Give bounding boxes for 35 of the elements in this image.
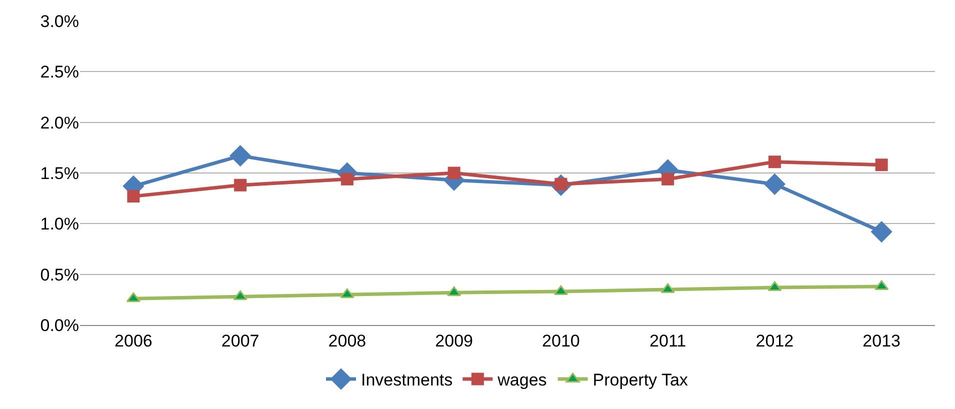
x-tick-label: 2010: [542, 331, 580, 350]
x-tick-label: 2008: [328, 331, 366, 350]
point: [768, 156, 781, 168]
point: [875, 158, 888, 172]
y-tick-label: 3.0%: [40, 12, 79, 31]
x-tick-label: 2006: [114, 331, 152, 350]
legend-label: Property Tax: [592, 370, 688, 390]
point: [662, 172, 674, 186]
y-tick-label: 1.0%: [40, 214, 79, 234]
point: [446, 286, 462, 296]
point: [230, 145, 251, 166]
x-tick-label: 2007: [221, 331, 260, 350]
point: [448, 166, 460, 180]
legend-label: Investments: [361, 370, 453, 390]
legend-label: wages: [496, 370, 547, 390]
point: [660, 283, 675, 294]
y-tick-label: 1.5%: [40, 164, 79, 183]
x-tick-label: 2009: [435, 331, 473, 350]
y-tick-label: 2.5%: [40, 62, 79, 82]
point: [554, 285, 568, 296]
point: [126, 292, 141, 302]
x-tick-label: 2013: [862, 331, 900, 350]
point: [768, 281, 782, 292]
x-tick-label: 2012: [756, 331, 794, 350]
point: [871, 221, 892, 242]
x-tick-label: 2011: [650, 331, 686, 350]
point: [233, 290, 248, 300]
point: [127, 190, 140, 203]
y-tick-label: 0.5%: [40, 265, 79, 284]
y-tick-label: 2.0%: [40, 113, 79, 132]
point: [234, 178, 247, 192]
point: [340, 172, 354, 186]
point: [340, 288, 354, 298]
point: [764, 174, 786, 195]
y-tick-label: 0.0%: [40, 316, 79, 335]
